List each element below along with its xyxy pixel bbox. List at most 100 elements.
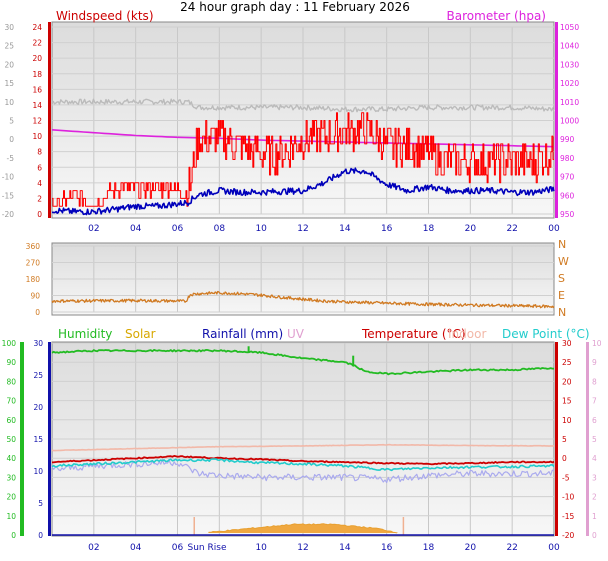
uv-axis-bar	[586, 342, 589, 536]
dir-left-tick-1: 270	[26, 259, 41, 268]
rain-tick-0: 30	[33, 339, 43, 348]
uv-tick-8: 2	[592, 493, 597, 502]
humidity-tick-2: 80	[6, 377, 16, 386]
x-tick-1-1: 04	[130, 543, 142, 553]
x-tick-1-9: 20	[465, 543, 477, 553]
humidity-tick-5: 50	[6, 435, 16, 444]
x-tick-0-5: 12	[297, 224, 308, 234]
baro-tick-4: 1010	[560, 98, 579, 107]
temp-tick-4: 10	[562, 416, 572, 425]
temp-tick-2: 20	[562, 377, 572, 386]
wind-outer-tick-3: 15	[4, 79, 14, 88]
dir-left-tick-4: 0	[35, 308, 40, 317]
wind-outer-tick-10: -20	[2, 210, 14, 219]
baro-tick-2: 1030	[560, 60, 579, 69]
wind-left-tick-7: 10	[32, 132, 42, 141]
uv-tick-9: 1	[592, 512, 597, 521]
dir-left-tick-2: 180	[26, 275, 41, 284]
uv-tick-1: 9	[592, 358, 597, 367]
dir-right-tick-2: S	[558, 272, 565, 285]
dir-left-tick-0: 360	[26, 242, 41, 251]
temp-tick-6: 0	[562, 454, 567, 463]
chill-line	[51, 458, 555, 484]
rain-tick-4: 10	[33, 467, 43, 476]
humidity-tick-1: 90	[6, 358, 16, 367]
temp-tick-5: 5	[562, 435, 567, 444]
x-tick-0-6: 14	[339, 224, 351, 234]
uv-tick-6: 4	[592, 454, 597, 463]
dir-right-tick-1: W	[558, 255, 569, 268]
wind-gust-line	[52, 112, 554, 207]
temp-tick-9: -15	[562, 512, 574, 521]
uv-tick-10: 0	[592, 531, 597, 540]
humidity-tick-0: 100	[2, 339, 17, 348]
x-tick-0-0: 02	[88, 224, 99, 234]
humidity-axis-bar	[20, 342, 24, 536]
wind-average-line	[51, 167, 555, 216]
wind-left-tick-1: 22	[32, 39, 42, 48]
indoor-line	[51, 443, 555, 452]
legend-dewpoint: Dew Point (°C)	[502, 327, 590, 341]
wind-outer-tick-5: 5	[9, 117, 14, 126]
x-tick-0-9: 20	[465, 224, 477, 234]
barometer-axis-label: Barometer (hpa)	[447, 9, 546, 23]
humidity-tick-6: 40	[6, 454, 16, 463]
x-tick-1-10: 22	[506, 543, 517, 553]
legend-indoor: Indoor	[448, 327, 486, 341]
x-tick-0-4: 10	[255, 224, 267, 234]
dir-left-tick-3: 90	[30, 292, 40, 301]
wind-grey-line	[51, 98, 555, 113]
baro-tick-1: 1040	[560, 42, 579, 51]
rain-axis-bar	[48, 342, 51, 536]
wind-left-tick-6: 12	[32, 117, 42, 126]
wind-direction-line	[51, 290, 555, 309]
uv-tick-4: 6	[592, 416, 597, 425]
x-tick-0-8: 18	[423, 224, 435, 234]
x-tick-1-5: 12	[297, 543, 308, 553]
wind-outer-tick-7: -5	[7, 154, 15, 163]
wind-left-tick-4: 16	[32, 85, 42, 94]
wind-outer-tick-0: 30	[4, 23, 14, 32]
baro-tick-8: 970	[560, 173, 575, 182]
legend-humidity: Humidity	[58, 327, 112, 341]
wind-outer-tick-9: -15	[2, 191, 14, 200]
rain-tick-5: 5	[38, 499, 43, 508]
temp-line	[51, 454, 555, 466]
humidity-tick-7: 30	[6, 473, 16, 482]
uv-tick-5: 5	[592, 435, 597, 444]
barometer-line	[51, 129, 555, 148]
x-tick-0-11: 00	[548, 224, 560, 234]
temp-tick-3: 15	[562, 397, 572, 406]
x-tick-1-8: 18	[423, 543, 435, 553]
temp-tick-1: 25	[562, 358, 572, 367]
baro-tick-6: 990	[560, 135, 575, 144]
rain-tick-2: 20	[33, 403, 43, 412]
x-tick-0-10: 22	[506, 224, 517, 234]
rain-tick-6: 0	[38, 531, 43, 540]
x-tick-1-0: 02	[88, 543, 99, 553]
wind-left-tick-10: 4	[37, 179, 42, 188]
legend-uv: UV	[287, 327, 305, 341]
wind-left-tick-5: 14	[32, 101, 42, 110]
x-tick-0-7: 16	[381, 224, 393, 234]
dew-line	[51, 458, 555, 472]
wind-left-tick-2: 20	[32, 54, 42, 63]
dir-right-tick-3: E	[558, 289, 565, 302]
dir-right-tick-4: N	[558, 306, 566, 319]
uv-tick-3: 7	[592, 397, 597, 406]
baro-tick-0: 1050	[560, 23, 579, 32]
wind-axis-label: Windspeed (kts)	[56, 9, 154, 23]
wind-outer-tick-4: 10	[4, 98, 14, 107]
x-tick-1-7: 16	[381, 543, 393, 553]
uv-tick-7: 3	[592, 473, 597, 482]
x-tick-1-11: 00	[548, 543, 560, 553]
temp-axis-bar	[555, 342, 558, 536]
rain-tick-1: 25	[33, 371, 43, 380]
sunrise-label: Sun Rise	[188, 543, 227, 553]
legend-temperature: Temperature (°C)	[361, 327, 466, 341]
legend-solar: Solar	[125, 327, 156, 341]
temp-tick-8: -10	[562, 493, 574, 502]
series-lines	[51, 98, 555, 536]
